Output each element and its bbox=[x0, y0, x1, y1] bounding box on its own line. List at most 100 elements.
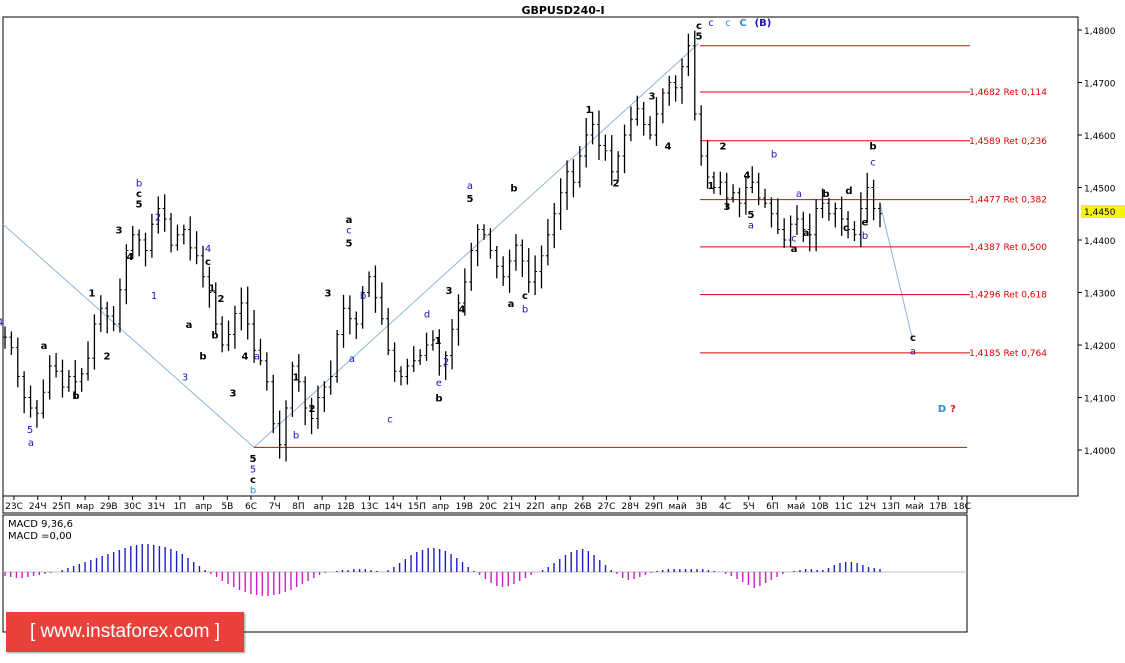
wave-label: e bbox=[436, 378, 442, 389]
wave-label: 1 bbox=[209, 283, 216, 294]
wave-label: b bbox=[510, 184, 517, 195]
wave-label: 1 bbox=[293, 373, 300, 384]
wave-label: b bbox=[771, 149, 777, 160]
trend-line bbox=[253, 42, 700, 448]
x-tick-label: 12В bbox=[337, 502, 355, 512]
wave-label: 2 bbox=[309, 404, 316, 415]
wave-label: a bbox=[910, 346, 916, 357]
wave-label: a bbox=[467, 181, 473, 192]
fib-label: 1,4682 Ret 0,114 bbox=[969, 88, 1047, 98]
wave-label: a bbox=[803, 228, 810, 239]
x-tick-label: апр bbox=[551, 502, 568, 512]
wave-label: c bbox=[725, 18, 731, 29]
wave-label: c bbox=[346, 226, 352, 237]
y-tick-label: 1,4300 bbox=[1084, 290, 1116, 300]
ohlc-bars bbox=[3, 30, 882, 462]
x-tick-label: 8П bbox=[292, 502, 305, 512]
wave-label: b bbox=[522, 304, 528, 315]
y-tick-label: 1,4400 bbox=[1084, 237, 1116, 247]
x-tick-label: апр bbox=[195, 502, 212, 512]
wave-label: 1 bbox=[151, 291, 157, 302]
wave-label: ? bbox=[950, 404, 956, 415]
wave-label: 5 bbox=[136, 199, 143, 210]
wave-label: (B) bbox=[755, 18, 772, 29]
fib-label: 1,4296 Ret 0,618 bbox=[969, 291, 1047, 301]
wave-label: C bbox=[739, 18, 746, 29]
fib-levels: 1,4682 Ret 0,114 1,4589 Ret 0,236 1,4477 R… bbox=[254, 45, 1047, 448]
y-tick-label: 1,4100 bbox=[1084, 395, 1116, 405]
x-tick-label: 17В bbox=[929, 502, 947, 512]
x-tick-label: 5Ч bbox=[743, 502, 755, 512]
wave-label: c bbox=[708, 18, 714, 29]
wave-label: c bbox=[791, 233, 797, 244]
y-tick-label: 1,4200 bbox=[1084, 342, 1116, 352]
x-tick-label: 29В bbox=[100, 502, 118, 512]
x-tick-label: 29П bbox=[645, 502, 663, 512]
x-tick-label: 1П bbox=[174, 502, 187, 512]
wave-label: d bbox=[424, 310, 430, 321]
wave-label: b bbox=[250, 485, 256, 496]
fib-label: 1,4477 Ret 0,382 bbox=[969, 196, 1047, 206]
wave-label: 5 bbox=[27, 425, 33, 436]
wave-label: b bbox=[869, 142, 876, 153]
wave-label: b bbox=[862, 231, 868, 242]
wave-label: 2 bbox=[720, 142, 727, 153]
wave-label: 1 bbox=[586, 105, 593, 116]
wave-label: b bbox=[199, 352, 206, 363]
wave-label: 4 bbox=[242, 352, 249, 363]
x-tick-label: 22П bbox=[526, 502, 544, 512]
x-tick-label: 10В bbox=[811, 502, 829, 512]
wave-label: 4 bbox=[205, 244, 211, 255]
wave-label: c bbox=[205, 257, 211, 268]
wave-label: 1 bbox=[435, 336, 442, 347]
wave-label: 1 bbox=[89, 289, 96, 300]
wave-label: 3 bbox=[724, 202, 731, 213]
wave-label: D bbox=[938, 404, 946, 415]
x-tick-label: 27С bbox=[598, 502, 616, 512]
fib-label: 1,4387 Ret 0,500 bbox=[969, 243, 1047, 253]
wave-label: 5 bbox=[250, 454, 257, 465]
x-tick-label: май bbox=[787, 502, 805, 512]
y-tick-label: 1,4600 bbox=[1084, 132, 1116, 142]
current-price-tag: 1,4450 bbox=[1081, 205, 1125, 218]
x-tick-label: 15П bbox=[408, 502, 426, 512]
y-tick-label: 1,4000 bbox=[1084, 447, 1116, 457]
x-tick-label: 30С bbox=[124, 502, 142, 512]
x-tick-label: 21Ч bbox=[503, 502, 521, 512]
wave-label: 3 bbox=[230, 388, 237, 399]
time-axis: 23С 24Ч 25П мар 29В 30С 31Ч 1П апр 5В 6С 7Ч 8П апр 12В… bbox=[5, 496, 971, 512]
wave-label: a bbox=[349, 354, 355, 365]
wave-label: c bbox=[910, 333, 916, 344]
x-tick-label: 6П bbox=[766, 502, 779, 512]
wave-label: 5 bbox=[250, 464, 256, 475]
x-tick-label: 6С bbox=[245, 502, 257, 512]
wave-label: a bbox=[254, 352, 260, 363]
date-axis bbox=[2, 495, 968, 514]
wave-label: 3 bbox=[116, 226, 123, 237]
wave-label: a bbox=[186, 320, 193, 331]
wave-label: 1 bbox=[708, 181, 715, 192]
x-tick-label: 12Ч bbox=[858, 502, 876, 512]
x-tick-label: 5В bbox=[221, 502, 233, 512]
x-tick-label: 20С bbox=[479, 502, 497, 512]
wave-label: 5 bbox=[696, 31, 703, 42]
fib-label: 1,4589 Ret 0,236 bbox=[969, 137, 1047, 147]
macd-label-params: MACD 9,36,6 bbox=[8, 519, 73, 530]
svg-text:1,4450: 1,4450 bbox=[1084, 208, 1116, 218]
x-tick-label: апр bbox=[432, 502, 449, 512]
y-tick-label: 1,4500 bbox=[1084, 185, 1116, 195]
fib-label: 1,4185 Ret 0,764 bbox=[969, 349, 1047, 359]
trend-line bbox=[2, 223, 255, 448]
wave-label: 3 bbox=[325, 289, 332, 300]
x-tick-label: май bbox=[906, 502, 924, 512]
watermark-logo: [ www.instaforex.com ] bbox=[6, 612, 244, 652]
chart-title: GBPUSD240-I bbox=[521, 4, 604, 17]
x-tick-label: апр bbox=[314, 502, 331, 512]
y-tick-label: 1,4800 bbox=[1084, 27, 1116, 37]
wave-label: 3 bbox=[649, 92, 656, 103]
x-tick-label: 19В bbox=[455, 502, 473, 512]
wave-label: c bbox=[696, 21, 702, 32]
y-tick-label: 1,4700 bbox=[1084, 80, 1116, 90]
x-tick-label: 31Ч bbox=[147, 502, 165, 512]
x-tick-label: 25П bbox=[52, 502, 70, 512]
